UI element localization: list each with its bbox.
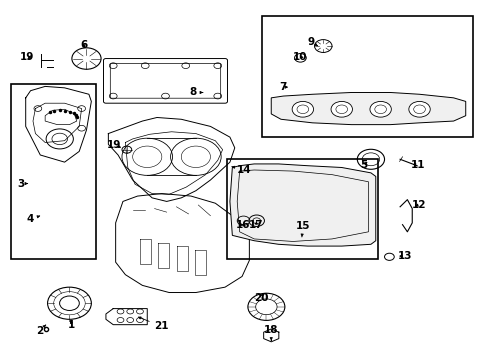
Circle shape [408, 102, 429, 117]
Text: 12: 12 [410, 200, 425, 210]
Text: 15: 15 [295, 221, 309, 237]
Text: 1: 1 [68, 320, 75, 330]
Polygon shape [271, 93, 465, 125]
Text: 19: 19 [20, 53, 34, 63]
Text: 18: 18 [264, 325, 278, 341]
Text: 2: 2 [36, 325, 46, 336]
Circle shape [369, 102, 390, 117]
Text: 9: 9 [307, 37, 317, 47]
Text: 21: 21 [138, 317, 169, 332]
Text: 3: 3 [17, 179, 27, 189]
Circle shape [330, 102, 352, 117]
Text: 16: 16 [235, 220, 250, 230]
Text: 6: 6 [80, 40, 87, 50]
Text: 4: 4 [27, 214, 40, 224]
Text: 13: 13 [397, 251, 411, 261]
Bar [227, 158, 377, 258]
Text: 8: 8 [189, 87, 203, 98]
Bar [261, 16, 472, 137]
Text: 14: 14 [231, 165, 251, 175]
Polygon shape [229, 164, 375, 246]
Text: 7: 7 [279, 82, 287, 92]
Text: 17: 17 [248, 220, 263, 230]
Text: 20: 20 [254, 293, 268, 303]
Text: 5: 5 [359, 159, 366, 170]
Text: 10: 10 [292, 52, 306, 62]
Circle shape [291, 102, 313, 117]
Text: 19: 19 [107, 140, 121, 150]
Bar [11, 84, 96, 258]
Text: 11: 11 [410, 160, 425, 170]
